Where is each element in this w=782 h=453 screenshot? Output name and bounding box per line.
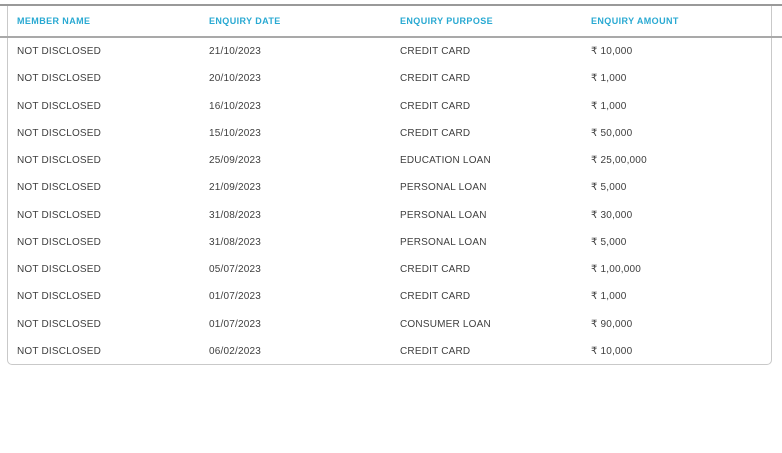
cell-member-name: NOT DISCLOSED bbox=[17, 236, 102, 248]
table-row: NOT DISCLOSED 25/09/2023 EDUCATION LOAN … bbox=[8, 147, 771, 174]
cell-enquiry-amount: ₹ 5,000 bbox=[591, 236, 627, 248]
column-header-enquiry-date: ENQUIRY DATE bbox=[209, 16, 281, 26]
column-header-enquiry-purpose: ENQUIRY PURPOSE bbox=[400, 16, 494, 26]
cell-member-name: NOT DISCLOSED bbox=[17, 345, 102, 357]
cell-enquiry-amount: ₹ 1,000 bbox=[591, 73, 627, 85]
table-row: NOT DISCLOSED 15/10/2023 CREDIT CARD ₹ 5… bbox=[8, 120, 771, 147]
cell-enquiry-date: 21/10/2023 bbox=[209, 46, 262, 58]
cell-enquiry-amount: ₹ 5,000 bbox=[591, 182, 627, 194]
cell-enquiry-purpose: CREDIT CARD bbox=[400, 73, 471, 85]
table-row: NOT DISCLOSED 01/07/2023 CREDIT CARD ₹ 1… bbox=[8, 283, 771, 310]
cell-enquiry-amount: ₹ 90,000 bbox=[591, 318, 633, 330]
cell-enquiry-date: 15/10/2023 bbox=[209, 127, 262, 139]
table-row: NOT DISCLOSED 16/10/2023 CREDIT CARD ₹ 1… bbox=[8, 93, 771, 120]
cell-enquiry-purpose: CREDIT CARD bbox=[400, 264, 471, 276]
table-row: NOT DISCLOSED 05/07/2023 CREDIT CARD ₹ 1… bbox=[8, 256, 771, 283]
cell-member-name: NOT DISCLOSED bbox=[17, 209, 102, 221]
header-divider bbox=[0, 36, 782, 38]
cell-enquiry-date: 05/07/2023 bbox=[209, 264, 262, 276]
cell-enquiry-amount: ₹ 25,00,000 bbox=[591, 155, 647, 167]
cell-enquiry-purpose: PERSONAL LOAN bbox=[400, 236, 487, 248]
cell-enquiry-purpose: PERSONAL LOAN bbox=[400, 209, 487, 221]
table-header-row: MEMBER NAME ENQUIRY DATE ENQUIRY PURPOSE… bbox=[8, 6, 771, 36]
table-body: NOT DISCLOSED 21/10/2023 CREDIT CARD ₹ 1… bbox=[8, 38, 771, 365]
top-divider bbox=[0, 4, 782, 6]
cell-enquiry-date: 25/09/2023 bbox=[209, 155, 262, 167]
cell-enquiry-amount: ₹ 30,000 bbox=[591, 209, 633, 221]
cell-enquiry-purpose: CREDIT CARD bbox=[400, 345, 471, 357]
table-row: NOT DISCLOSED 20/10/2023 CREDIT CARD ₹ 1… bbox=[8, 65, 771, 92]
cell-member-name: NOT DISCLOSED bbox=[17, 127, 102, 139]
cell-enquiry-amount: ₹ 10,000 bbox=[591, 345, 633, 357]
column-header-member-name: MEMBER NAME bbox=[17, 16, 91, 26]
cell-enquiry-purpose: CREDIT CARD bbox=[400, 291, 471, 303]
table-row: NOT DISCLOSED 31/08/2023 PERSONAL LOAN ₹… bbox=[8, 229, 771, 256]
cell-enquiry-date: 31/08/2023 bbox=[209, 209, 262, 221]
cell-enquiry-purpose: CREDIT CARD bbox=[400, 100, 471, 112]
table-row: NOT DISCLOSED 01/07/2023 CONSUMER LOAN ₹… bbox=[8, 311, 771, 338]
cell-enquiry-amount: ₹ 1,00,000 bbox=[591, 264, 642, 276]
cell-member-name: NOT DISCLOSED bbox=[17, 100, 102, 112]
table-row: NOT DISCLOSED 21/10/2023 CREDIT CARD ₹ 1… bbox=[8, 38, 771, 65]
cell-enquiry-date: 16/10/2023 bbox=[209, 100, 262, 112]
cell-member-name: NOT DISCLOSED bbox=[17, 73, 102, 85]
cell-enquiry-amount: ₹ 1,000 bbox=[591, 291, 627, 303]
cell-member-name: NOT DISCLOSED bbox=[17, 264, 102, 276]
cell-enquiry-amount: ₹ 10,000 bbox=[591, 46, 633, 58]
cell-enquiry-date: 31/08/2023 bbox=[209, 236, 262, 248]
column-header-enquiry-amount: ENQUIRY AMOUNT bbox=[591, 16, 679, 26]
cell-member-name: NOT DISCLOSED bbox=[17, 182, 102, 194]
cell-enquiry-purpose: CREDIT CARD bbox=[400, 127, 471, 139]
cell-enquiry-purpose: PERSONAL LOAN bbox=[400, 182, 487, 194]
cell-enquiry-purpose: EDUCATION LOAN bbox=[400, 155, 491, 167]
cell-enquiry-date: 21/09/2023 bbox=[209, 182, 262, 194]
cell-enquiry-date: 01/07/2023 bbox=[209, 291, 262, 303]
table-row: NOT DISCLOSED 06/02/2023 CREDIT CARD ₹ 1… bbox=[8, 338, 771, 365]
cell-enquiry-purpose: CREDIT CARD bbox=[400, 46, 471, 58]
cell-enquiry-purpose: CONSUMER LOAN bbox=[400, 318, 491, 330]
cell-enquiry-date: 06/02/2023 bbox=[209, 345, 262, 357]
cell-enquiry-amount: ₹ 50,000 bbox=[591, 127, 633, 139]
cell-enquiry-date: 20/10/2023 bbox=[209, 73, 262, 85]
cell-member-name: NOT DISCLOSED bbox=[17, 46, 102, 58]
cell-member-name: NOT DISCLOSED bbox=[17, 291, 102, 303]
table-row: NOT DISCLOSED 21/09/2023 PERSONAL LOAN ₹… bbox=[8, 174, 771, 201]
cell-enquiry-date: 01/07/2023 bbox=[209, 318, 262, 330]
enquiries-table: MEMBER NAME ENQUIRY DATE ENQUIRY PURPOSE… bbox=[7, 6, 772, 365]
cell-member-name: NOT DISCLOSED bbox=[17, 155, 102, 167]
cell-enquiry-amount: ₹ 1,000 bbox=[591, 100, 627, 112]
cell-member-name: NOT DISCLOSED bbox=[17, 318, 102, 330]
table-row: NOT DISCLOSED 31/08/2023 PERSONAL LOAN ₹… bbox=[8, 202, 771, 229]
